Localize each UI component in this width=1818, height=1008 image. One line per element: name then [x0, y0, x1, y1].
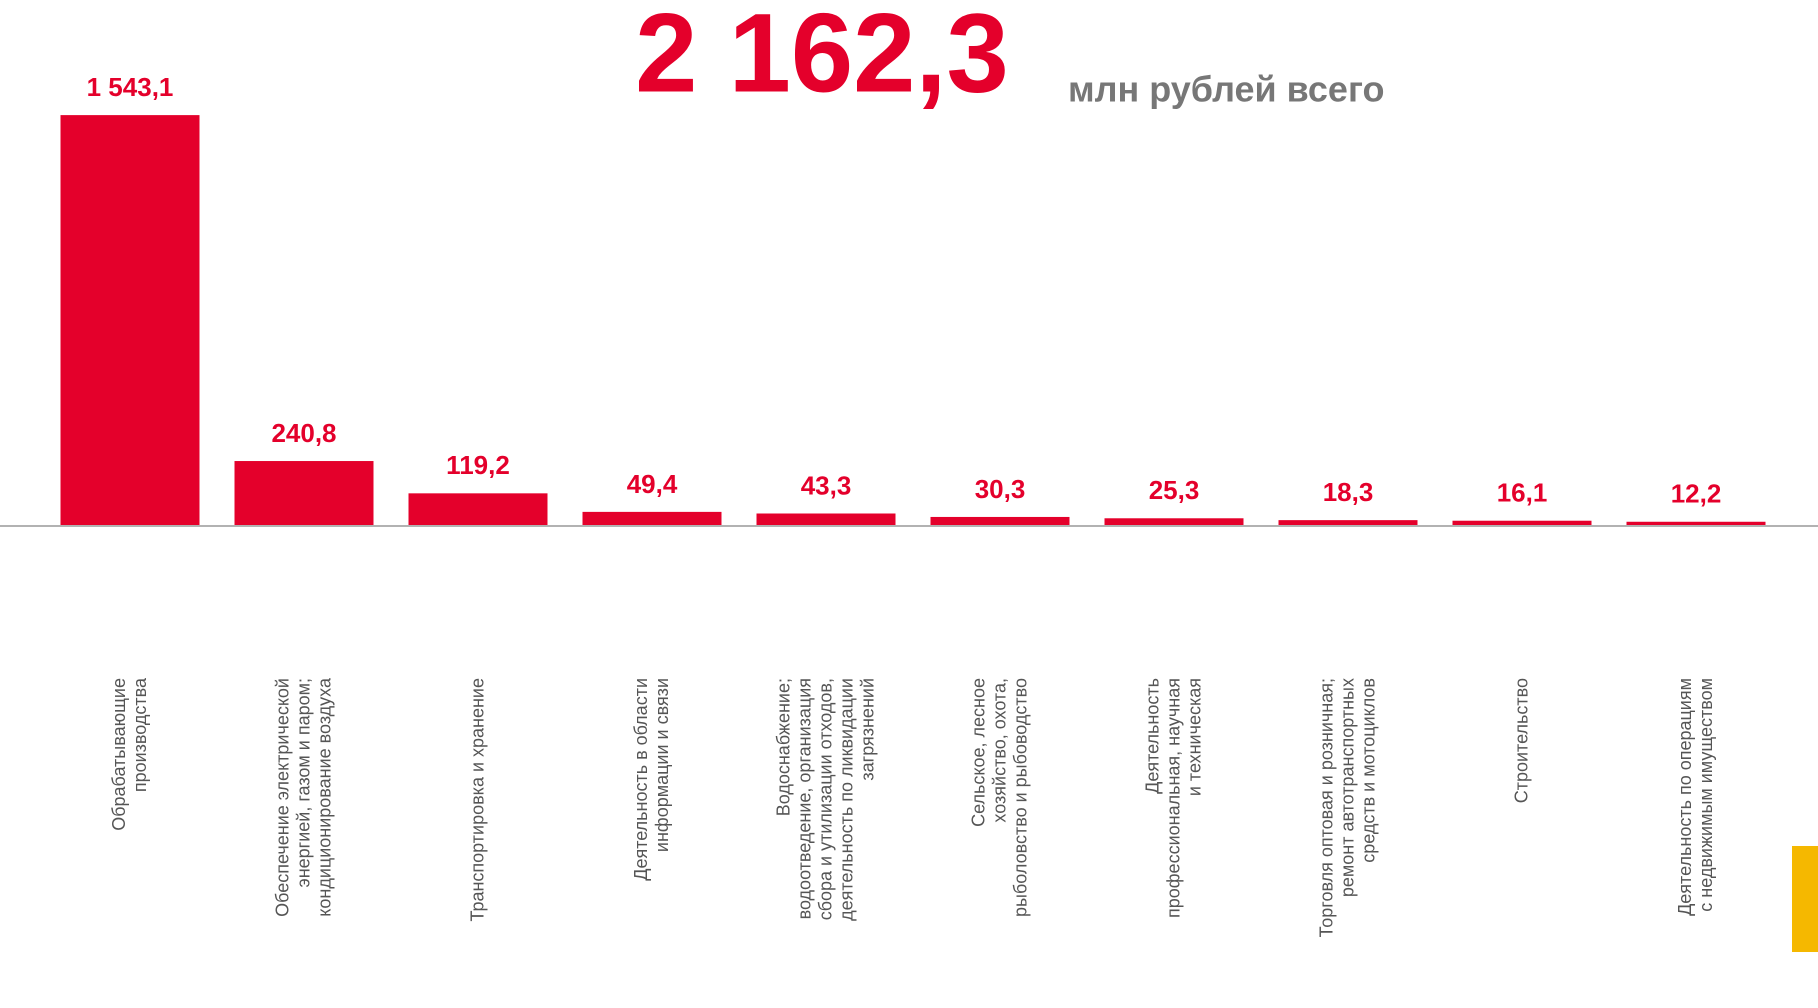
x-tick-label: Обрабатывающие производства — [109, 678, 150, 831]
value-label: 49,4 — [627, 469, 678, 499]
x-tick-label: Транспортировка и хранение — [467, 678, 488, 922]
x-tick-label: Водоснабжение; водоотведение, организаци… — [773, 678, 878, 921]
x-tick-label: Торговля оптовая и розничная; ремонт авт… — [1316, 678, 1379, 938]
value-label: 16,1 — [1497, 478, 1548, 508]
bar — [1626, 521, 1766, 525]
x-tick-label: Деятельность в области информации и связ… — [631, 678, 672, 881]
bar — [1452, 520, 1592, 525]
chart-title: 2 162,3 — [635, 0, 1009, 116]
value-label: 240,8 — [271, 418, 336, 448]
bar — [234, 461, 374, 525]
bar — [930, 516, 1070, 525]
value-label: 12,2 — [1671, 479, 1722, 509]
value-label: 43,3 — [801, 470, 852, 500]
value-label: 1 543,1 — [87, 72, 174, 102]
x-tick-label: Деятельность по операциям с недвижимым и… — [1675, 678, 1716, 916]
value-label: 30,3 — [975, 474, 1026, 504]
decor — [1792, 846, 1818, 952]
bar — [60, 115, 200, 525]
x-tick-label: Обеспечение электрической энергией, газо… — [272, 678, 335, 917]
x-tick-label: Деятельность профессиональная, научная и… — [1142, 678, 1205, 919]
bar — [582, 511, 722, 525]
value-label: 25,3 — [1149, 475, 1200, 505]
bar — [1104, 518, 1244, 525]
bar — [1278, 520, 1418, 525]
value-label: 18,3 — [1323, 477, 1374, 507]
x-tick-label: Строительство — [1511, 678, 1532, 804]
x-tick-label: Сельское, лесное хозяйство, охота, рыбол… — [968, 678, 1031, 917]
bar — [408, 493, 548, 525]
bar — [756, 513, 896, 525]
value-label: 119,2 — [446, 450, 510, 480]
chart-subtitle: млн рублей всего — [1068, 69, 1384, 110]
